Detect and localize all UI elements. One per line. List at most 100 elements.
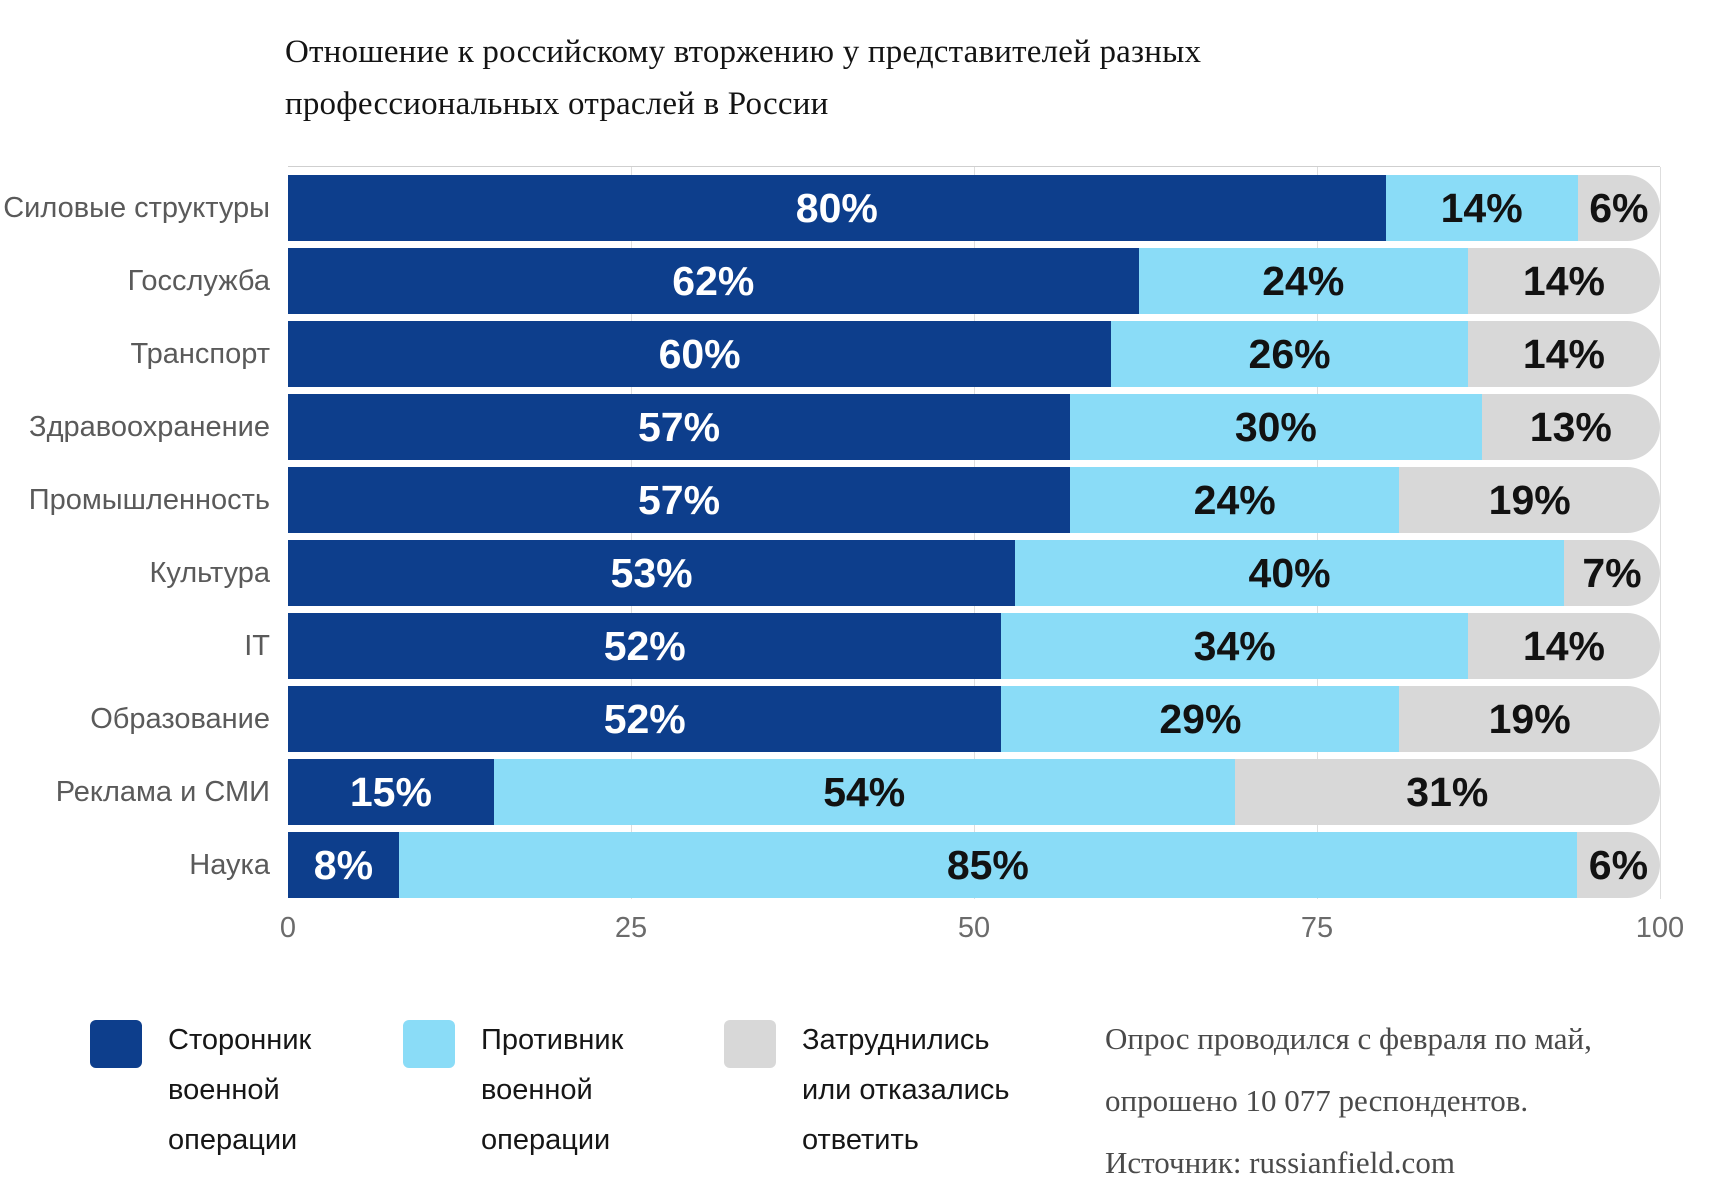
segment-value: 26% — [1248, 330, 1331, 377]
category-label: Силовые структуры — [3, 191, 270, 224]
segment-undecided: 13% — [1481, 394, 1660, 460]
segment-value: 6% — [1588, 841, 1649, 888]
segment-value: 14% — [1522, 330, 1605, 377]
x-tick-25: 25 — [614, 912, 648, 944]
x-tick-100: 100 — [1635, 912, 1685, 944]
category-label: Здравоохранение — [29, 410, 270, 443]
segment-value: 54% — [823, 768, 906, 815]
gridline-100 — [1660, 167, 1661, 899]
segment-opponent: 24% — [1070, 467, 1400, 533]
legend-item-opponent: Противник военной операции — [403, 1015, 721, 1165]
source-note-line1: Опрос проводился с февраля по май, — [1105, 1021, 1592, 1056]
segment-value: 57% — [637, 403, 721, 450]
source-note-line3: Источник: russianfield.com — [1105, 1145, 1455, 1180]
segment-undecided: 7% — [1563, 540, 1660, 606]
segment-supporter: 62% — [288, 248, 1139, 314]
category-label: Наука — [189, 848, 270, 881]
segment-undecided: 19% — [1399, 467, 1661, 533]
stacked-bar: 52% 34% 14% — [288, 613, 1660, 679]
segment-value: 24% — [1262, 257, 1345, 304]
segment-opponent: 29% — [1001, 686, 1400, 752]
bar-row: Реклама и СМИ 15% 54% 31% — [0, 759, 1732, 825]
category-label: Образование — [90, 702, 270, 735]
segment-value: 19% — [1488, 695, 1571, 742]
legend-swatch-undecided — [724, 1020, 776, 1068]
bar-row: Силовые структуры 80% 14% 6% — [0, 175, 1732, 241]
segment-opponent: 26% — [1111, 321, 1468, 387]
segment-supporter: 57% — [288, 394, 1071, 460]
segment-value: 62% — [672, 257, 755, 304]
segment-undecided: 6% — [1577, 175, 1660, 241]
bar-row: Наука 8% 85% 6% — [0, 832, 1732, 898]
segment-value: 52% — [603, 622, 686, 669]
segment-value: 8% — [313, 841, 374, 888]
legend-label-undecided: Затруднились или отказались ответить — [802, 1024, 1010, 1156]
segment-undecided: 31% — [1234, 759, 1660, 825]
segment-value: 14% — [1522, 257, 1605, 304]
bar-row: Транспорт 60% 26% 14% — [0, 321, 1732, 387]
segment-opponent: 14% — [1385, 175, 1578, 241]
bar-row: Промышленность 57% 24% 19% — [0, 467, 1732, 533]
category-label: Промышленность — [28, 483, 270, 516]
segment-value: 30% — [1234, 403, 1317, 450]
chart-title-line2: профессиональных отраслей в России — [285, 86, 829, 122]
legend-label-opponent: Противник военной операции — [481, 1024, 624, 1156]
segment-value: 57% — [637, 476, 721, 523]
segment-opponent: 24% — [1138, 248, 1468, 314]
x-tick-75: 75 — [1300, 912, 1334, 944]
segment-opponent: 40% — [1015, 540, 1564, 606]
stacked-bar: 52% 29% 19% — [288, 686, 1660, 752]
bar-rows: Силовые структуры 80% 14% 6% Госслужба 6… — [0, 166, 1732, 898]
segment-undecided: 19% — [1399, 686, 1660, 752]
category-label: Транспорт — [130, 337, 270, 370]
segment-value: 85% — [946, 841, 1029, 888]
segment-supporter: 57% — [288, 467, 1071, 533]
legend-item-supporter: Сторонник военной операции — [90, 1015, 408, 1165]
segment-undecided: 14% — [1467, 321, 1660, 387]
gridline-75 — [1317, 167, 1318, 899]
legend-swatch-opponent — [403, 1020, 455, 1068]
bar-row: Здравоохранение 57% 30% 13% — [0, 394, 1732, 460]
segment-value: 31% — [1406, 768, 1489, 815]
segment-value: 19% — [1488, 476, 1571, 523]
segment-value: 6% — [1589, 184, 1649, 231]
source-note-line2: опрошено 10 077 респондентов. — [1105, 1083, 1529, 1118]
segment-value: 15% — [349, 768, 432, 815]
chart-title: Отношение к российскому вторжению у пред… — [285, 26, 1201, 130]
segment-value: 7% — [1582, 549, 1642, 596]
segment-value: 53% — [610, 549, 693, 596]
segment-supporter: 80% — [288, 175, 1386, 241]
segment-supporter: 15% — [288, 759, 494, 825]
segment-supporter: 52% — [288, 686, 1002, 752]
stacked-bar: 15% 54% 31% — [288, 759, 1660, 825]
stacked-bar: 60% 26% 14% — [288, 321, 1660, 387]
segment-supporter: 53% — [288, 540, 1016, 606]
segment-supporter: 8% — [288, 832, 399, 898]
segment-value: 52% — [603, 695, 686, 742]
plot-gridlines — [288, 166, 1661, 899]
segment-undecided: 14% — [1467, 613, 1660, 679]
segment-opponent: 34% — [1001, 613, 1468, 679]
bar-row: Госслужба 62% 24% 14% — [0, 248, 1732, 314]
segment-value: 13% — [1529, 403, 1612, 450]
segment-value: 60% — [658, 330, 741, 377]
bar-row: Культура 53% 40% 7% — [0, 540, 1732, 606]
category-label: Госслужба — [127, 264, 270, 297]
stacked-bar: 62% 24% 14% — [288, 248, 1660, 314]
segment-opponent: 85% — [398, 832, 1577, 898]
category-label: Культура — [149, 556, 270, 589]
stacked-bar-chart: Силовые структуры 80% 14% 6% Госслужба 6… — [0, 166, 1732, 905]
stacked-bar: 8% 85% 6% — [288, 832, 1661, 898]
legend-label-supporter: Сторонник военной операции — [168, 1024, 312, 1156]
segment-value: 24% — [1193, 476, 1276, 523]
stacked-bar: 53% 40% 7% — [288, 540, 1660, 606]
segment-supporter: 52% — [288, 613, 1002, 679]
segment-undecided: 6% — [1576, 832, 1661, 898]
segment-supporter: 60% — [288, 321, 1112, 387]
x-axis: 0 25 50 75 100 — [280, 912, 1684, 952]
gridline-25 — [631, 167, 632, 899]
stacked-bar: 80% 14% 6% — [288, 175, 1660, 241]
segment-opponent: 54% — [493, 759, 1235, 825]
stacked-bar: 57% 24% 19% — [288, 467, 1661, 533]
